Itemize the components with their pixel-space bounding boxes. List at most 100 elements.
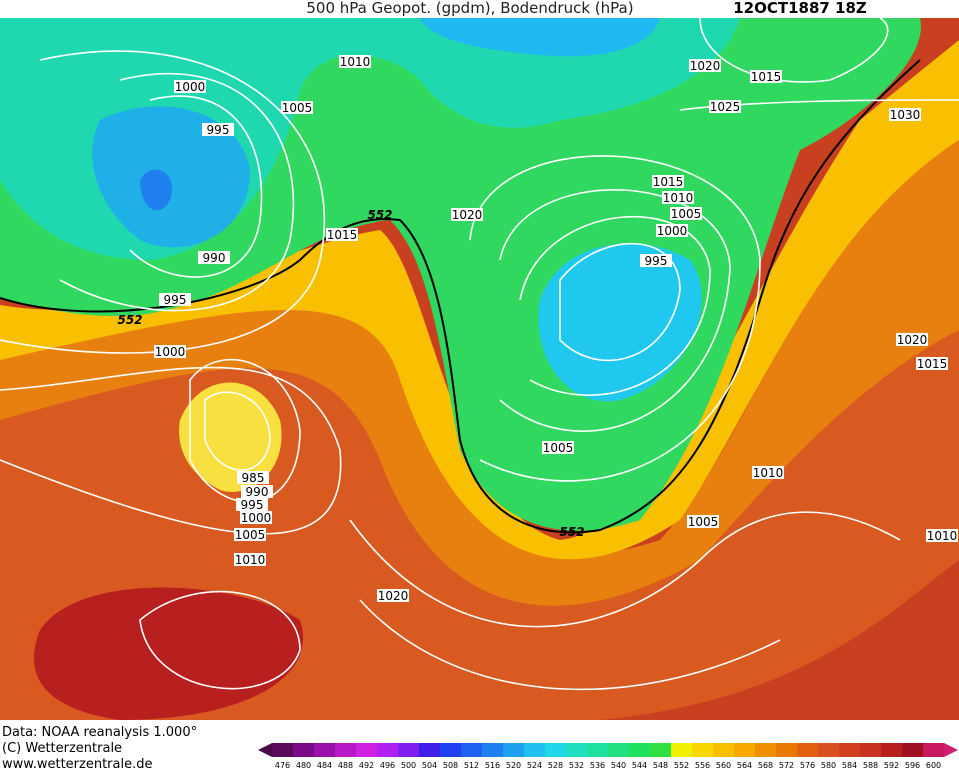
colorbar-label: 508	[443, 761, 458, 770]
colorbar-label: 520	[506, 761, 521, 770]
isobar-label-bg	[240, 511, 272, 524]
contour-label: 552	[559, 525, 584, 539]
isobar-label-bg	[752, 466, 784, 479]
colorbar-label: 524	[527, 761, 542, 770]
colorbar-cell	[860, 743, 881, 757]
isobar-label: 1000	[241, 511, 272, 525]
colorbar-cell	[377, 743, 398, 757]
footer-line: (C) Wetterzentrale	[2, 741, 122, 756]
isobar-label: 1005	[543, 441, 574, 455]
colorbar-label: 512	[464, 761, 479, 770]
colorbar-label: 568	[758, 761, 773, 770]
colorbar-cell	[755, 743, 776, 757]
colorbar-label: 572	[779, 761, 794, 770]
isobar-label: 1005	[235, 528, 266, 542]
isobar-label: 1010	[340, 55, 371, 69]
isobar-label: 1000	[175, 80, 206, 94]
colorbar-label: 488	[338, 761, 353, 770]
isobar-label-bg	[709, 100, 741, 113]
isobar-label-bg	[202, 123, 234, 136]
colorbar-cell	[335, 743, 356, 757]
colorbar-label: 540	[611, 761, 626, 770]
isobar-label: 1000	[657, 224, 688, 238]
overlay: 1000995990995100010051010101510201020101…	[117, 55, 958, 770]
isobar-label: 1015	[751, 70, 782, 84]
colorbar-label: 588	[863, 761, 878, 770]
colorbar-label: 496	[380, 761, 395, 770]
isobar-label: 1005	[671, 207, 702, 221]
colorbar-cell	[545, 743, 566, 757]
footer-line: www.wetterzentrale.de	[2, 757, 152, 770]
colorbar-cell	[608, 743, 629, 757]
colorbar-cell	[923, 743, 944, 757]
colorbar-cell	[461, 743, 482, 757]
colorbar-label: 548	[653, 761, 668, 770]
colorbar-cell	[398, 743, 419, 757]
isobar-label: 1010	[753, 466, 784, 480]
isobar-label: 1030	[890, 108, 921, 122]
isobar-label-bg	[542, 441, 574, 454]
colorbar-cell	[524, 743, 545, 757]
map-field	[0, 18, 959, 720]
isobar-label: 1000	[155, 345, 186, 359]
isobar-label: 1010	[663, 191, 694, 205]
isobar-label: 995	[241, 498, 264, 512]
isobar-label: 995	[164, 293, 187, 307]
isobar-label: 1020	[378, 589, 409, 603]
isobar-label: 1010	[235, 553, 266, 567]
map-title: 500 hPa Geopot. (gpdm), Bodendruck (hPa)	[306, 0, 633, 17]
isobar-label-bg	[159, 293, 191, 306]
isobar-label: 985	[242, 471, 265, 485]
colorbar-label: 580	[821, 761, 836, 770]
isobar-label-bg	[652, 175, 684, 188]
colorbar-label: 476	[275, 761, 290, 770]
isobar-label-bg	[339, 55, 371, 68]
colorbar-label: 532	[569, 761, 584, 770]
isobar-label: 1020	[452, 208, 483, 222]
colorbar-cell	[881, 743, 902, 757]
isobar-label-bg	[174, 80, 206, 93]
isobar-label-bg	[689, 59, 721, 72]
isobar-label-bg	[236, 498, 268, 511]
isobar-label: 1025	[710, 100, 741, 114]
colorbar-label: 600	[926, 761, 941, 770]
colorbar-label: 480	[296, 761, 311, 770]
colorbar-label: 560	[716, 761, 731, 770]
colorbar-cell	[566, 743, 587, 757]
colorbar-label: 544	[632, 761, 647, 770]
map-date: 12OCT1887 18Z	[733, 0, 867, 17]
isobar-label: 1020	[897, 333, 928, 347]
colorbar-label: 500	[401, 761, 416, 770]
isobar-label: 1020	[690, 59, 721, 73]
isobar-label: 1005	[688, 515, 719, 529]
isobar-label-bg	[656, 224, 688, 237]
colorbar-label: 564	[737, 761, 752, 770]
isobar-label: 990	[203, 251, 226, 265]
contour-label: 552	[117, 313, 142, 327]
isobar-label-bg	[662, 191, 694, 204]
colorbar-label: 552	[674, 761, 689, 770]
colorbar-cell	[839, 743, 860, 757]
colorbar-cell	[671, 743, 692, 757]
isobar-label-bg	[234, 553, 266, 566]
isobar-label-bg	[670, 207, 702, 220]
isobar-label-bg	[281, 101, 313, 114]
colorbar-cell	[818, 743, 839, 757]
colorbar-label: 536	[590, 761, 605, 770]
colorbar-label: 576	[800, 761, 815, 770]
isobar-label-bg	[377, 589, 409, 602]
isobar-label-bg	[916, 357, 948, 370]
isobar-label: 1005	[282, 101, 313, 115]
colorbar-cell	[587, 743, 608, 757]
colorbar-cell	[440, 743, 461, 757]
isobar-label-bg	[889, 108, 921, 121]
colorbar-cell	[902, 743, 923, 757]
contour-label: 552	[367, 208, 392, 222]
colorbar-label: 504	[422, 761, 437, 770]
isobar-label-bg	[750, 70, 782, 83]
footer-line: Data: NOAA reanalysis 1.000°	[2, 725, 197, 740]
colorbar-high-arrow	[944, 743, 958, 757]
isobar-label-bg	[451, 208, 483, 221]
colorbar-cell	[629, 743, 650, 757]
